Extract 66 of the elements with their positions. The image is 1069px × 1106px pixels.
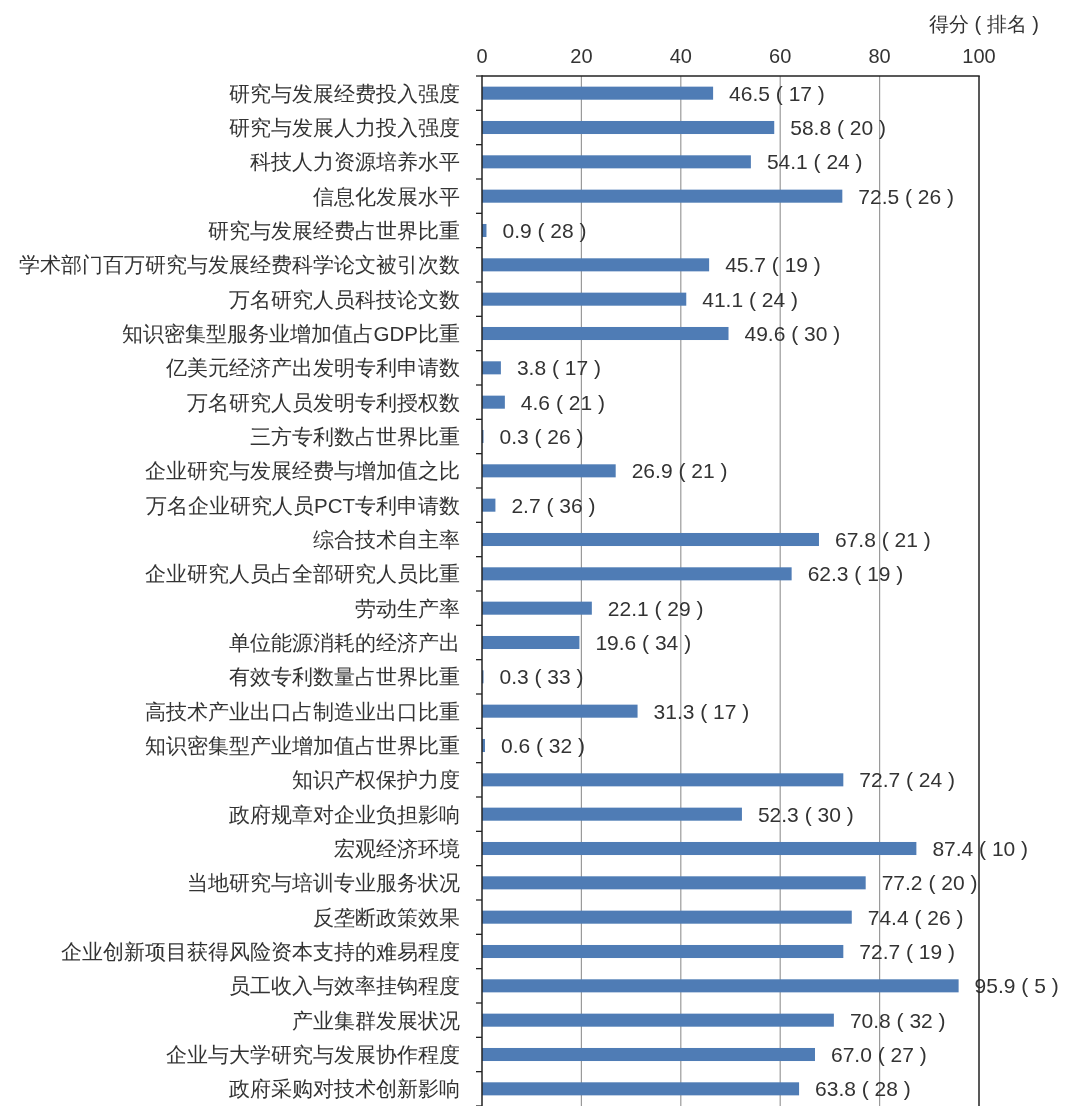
- data-label: 63.8 ( 28 ): [815, 1077, 911, 1101]
- y-tick-label: 企业与大学研究与发展协作程度: [166, 1043, 460, 1066]
- y-tick-label: 政府规章对企业负担影响: [229, 802, 460, 826]
- data-label: 0.6 ( 32 ): [500, 734, 586, 757]
- y-tick-label: 科技人力资源培养水平: [250, 150, 460, 174]
- data-label: 87.4 ( 10 ): [932, 837, 1029, 860]
- data-label: 67.8 ( 21 ): [834, 528, 931, 551]
- data-label: 74.4 ( 26 ): [867, 905, 964, 929]
- y-tick-label: 高技术产业出口占制造业出口比重: [145, 699, 460, 723]
- data-label: 46.5 ( 17 ): [729, 81, 825, 105]
- data-label: 31.3 ( 17 ): [653, 699, 750, 723]
- y-tick-label: 企业创新项目获得风险资本支持的难易程度: [61, 940, 460, 963]
- data-label: 41.1 ( 24 ): [702, 287, 798, 311]
- data-label: 58.8 ( 20 ): [790, 116, 886, 139]
- x-tick-label: 100: [962, 45, 996, 67]
- data-label: 45.7 ( 19 ): [725, 253, 821, 277]
- y-tick-label: 企业研究与发展经费与增加值之比: [145, 459, 460, 483]
- y-tick-label: 研究与发展经费投入强度: [229, 81, 460, 105]
- y-tick-label: 亿美元经济产出发明专利申请数: [165, 356, 460, 380]
- data-label: 3.8 ( 17 ): [516, 356, 601, 380]
- data-label: 0.9 ( 28 ): [502, 219, 587, 242]
- x-tick-label: 60: [769, 45, 792, 67]
- data-label: 70.8 ( 32 ): [849, 1008, 946, 1032]
- y-tick-label: 劳动生产率: [355, 596, 460, 620]
- y-tick-label: 三方专利数占世界比重: [250, 425, 460, 448]
- y-tick-label: 产业集群发展状况: [292, 1008, 460, 1032]
- data-label: 62.3 ( 19 ): [807, 562, 904, 586]
- y-tick-label: 宏观经济环境: [334, 837, 460, 860]
- x-tick-label: 80: [868, 45, 891, 67]
- data-label: 77.2 ( 20 ): [881, 871, 978, 895]
- y-tick-label: 当地研究与培训专业服务状况: [187, 871, 460, 895]
- y-tick-label: 信息化发展水平: [313, 184, 460, 208]
- data-label: 49.6 ( 30 ): [744, 322, 841, 345]
- y-tick-label: 员工收入与效率挂钩程度: [229, 974, 460, 998]
- y-tick-label: 学术部门百万研究与发展经费科学论文被引次数: [19, 253, 460, 277]
- x-tick-label: 20: [570, 45, 593, 67]
- y-tick-label: 反垄断政策效果: [313, 905, 460, 929]
- data-label: 26.9 ( 21 ): [631, 459, 728, 483]
- x-tick-label: 0: [476, 45, 488, 67]
- y-tick-label: 有效专利数量占世界比重: [229, 665, 460, 689]
- y-tick-label: 万名研究人员科技论文数: [229, 287, 460, 311]
- data-label: 2.7 ( 36 ): [511, 493, 596, 517]
- data-label: 22.1 ( 29 ): [607, 596, 704, 620]
- data-label: 67.0 ( 27 ): [830, 1043, 927, 1066]
- y-tick-label: 知识密集型服务业增加值占GDP比重: [121, 322, 460, 345]
- y-tick-label: 知识产权保护力度: [292, 768, 460, 792]
- x-tick-label: 40: [669, 45, 692, 67]
- y-tick-label: 万名企业研究人员PCT专利申请数: [146, 493, 460, 517]
- x-axis-title: 得分 ( 排名 ): [929, 13, 1039, 35]
- data-label: 52.3 ( 30 ): [757, 802, 854, 826]
- data-label: 0.3 ( 33 ): [499, 665, 584, 689]
- data-label: 19.6 ( 34 ): [595, 631, 692, 654]
- y-tick-label: 知识密集型产业增加值占世界比重: [145, 734, 460, 757]
- data-label: 72.7 ( 19 ): [859, 940, 956, 963]
- y-tick-label: 综合技术自主率: [313, 528, 460, 551]
- data-label: 0.3 ( 26 ): [499, 425, 584, 448]
- data-label: 72.7 ( 24 ): [859, 768, 956, 792]
- data-label: 72.5 ( 26 ): [858, 184, 955, 208]
- y-tick-label: 企业研究人员占全部研究人员比重: [145, 562, 460, 586]
- data-label: 4.6 ( 21 ): [520, 390, 605, 414]
- y-tick-label: 研究与发展人力投入强度: [229, 116, 460, 139]
- y-tick-label: 万名研究人员发明专利授权数: [187, 390, 460, 414]
- data-label: 54.1 ( 24 ): [766, 150, 863, 174]
- y-tick-label: 研究与发展经费占世界比重: [208, 219, 460, 242]
- y-tick-label: 政府采购对技术创新影响: [229, 1077, 460, 1101]
- y-tick-label: 单位能源消耗的经济产出: [229, 631, 460, 654]
